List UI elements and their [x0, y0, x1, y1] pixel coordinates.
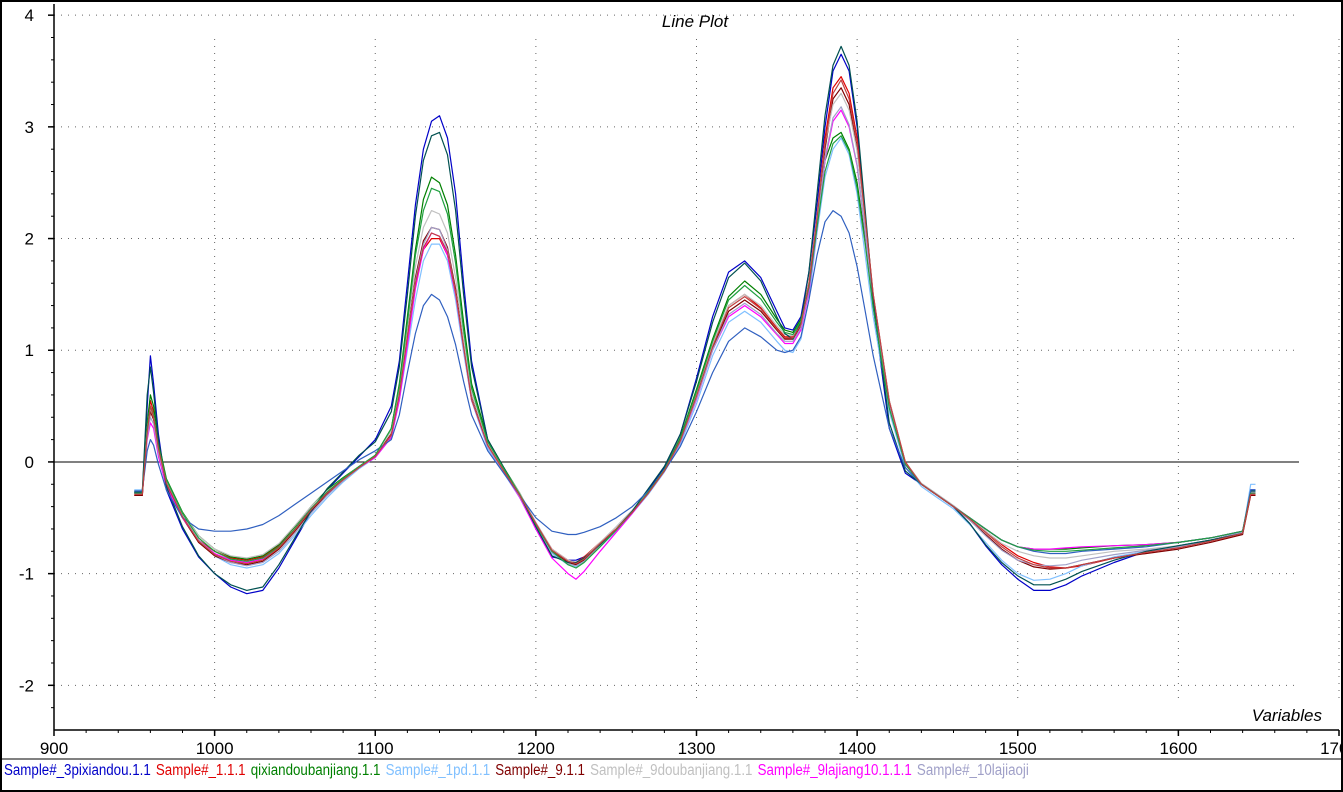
y-tick-label: -2 — [19, 676, 34, 695]
axes — [2, 4, 1341, 760]
x-tick-label: 1100 — [357, 739, 394, 758]
x-tick-label: 1300 — [678, 739, 716, 758]
y-tick-label: 4 — [25, 6, 34, 25]
legend-entry: qixiandoubanjiang.1.1 — [250, 762, 381, 779]
series-line-9 — [134, 45, 1256, 591]
y-tick-label: 2 — [25, 230, 34, 249]
chart-title: Line Plot — [662, 12, 729, 31]
legend-entry: Sample#_1.1.1 — [155, 762, 246, 779]
y-tick-label: -1 — [19, 565, 34, 584]
x-tick-label: 1400 — [838, 739, 876, 758]
legend-entry: Sample#_9doubanjiang.1.1 — [590, 762, 753, 779]
series-line-5 — [134, 87, 1256, 570]
legend-entry: Sample#_10lajiaoji — [916, 762, 1029, 779]
x-axis-label: Variables — [1252, 706, 1323, 725]
series-line-4 — [134, 137, 1256, 581]
series-line-2 — [134, 76, 1256, 569]
x-tick-label: 1600 — [1159, 739, 1197, 758]
series-line-7 — [134, 109, 1256, 580]
legend-entry: Sample#_1pd.1.1 — [385, 762, 491, 779]
legend-entry: Sample#_9.1.1 — [495, 762, 585, 779]
grid-lines — [54, 14, 1340, 700]
x-tick-label: 900 — [40, 739, 68, 758]
series-line-8 — [134, 106, 1256, 567]
x-tick-label: 1700 — [1320, 739, 1343, 758]
x-tick-label: 1200 — [517, 739, 555, 758]
x-tick-label: 1000 — [196, 739, 234, 758]
series-line-12 — [134, 79, 1256, 569]
legend: Sample#_3pixiandou.1.1 Sample#_1.1.1 qixia… — [4, 762, 1153, 788]
x-tick-label: 1500 — [999, 739, 1037, 758]
series-line-1 — [134, 53, 1256, 595]
series-line-6 — [134, 92, 1256, 564]
y-tick-label: 1 — [25, 341, 34, 360]
y-tick-label: 0 — [25, 453, 34, 472]
legend-entry: Sample#_3pixiandou.1.1 — [4, 762, 151, 779]
series-line-11 — [134, 135, 1256, 569]
legend-entry: Sample#_9lajiang10.1.1.1 — [757, 762, 912, 779]
series-lines — [134, 45, 1256, 595]
tick-labels: -2 -1 0 1 2 3 4 900 1000 1100 1200 1300 1400 1500 1600… — [19, 6, 1343, 758]
y-tick-label: 3 — [25, 118, 34, 137]
